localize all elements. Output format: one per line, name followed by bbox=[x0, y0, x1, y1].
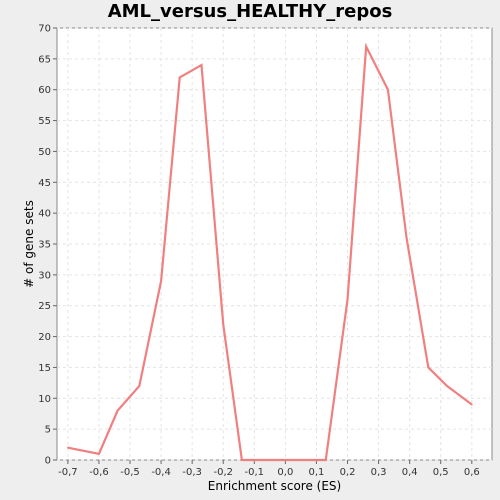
data-point bbox=[240, 459, 243, 461]
y-tick-label: 60 bbox=[38, 85, 51, 96]
y-tick-label: 45 bbox=[38, 178, 51, 189]
data-point bbox=[222, 323, 225, 326]
x-tick-label: -0,3 bbox=[182, 467, 202, 478]
x-tick-label: 0,6 bbox=[464, 467, 480, 478]
series-line bbox=[67, 42, 473, 462]
x-tick-label: -0,1 bbox=[245, 467, 265, 478]
y-tick-label: 10 bbox=[38, 394, 51, 405]
y-tick-label: 40 bbox=[38, 209, 51, 220]
data-point bbox=[387, 88, 389, 91]
y-tick-label: 50 bbox=[38, 147, 51, 158]
data-point bbox=[178, 76, 181, 79]
data-point bbox=[346, 298, 349, 301]
x-tick-label: 0,3 bbox=[371, 467, 387, 478]
y-tick-label: 55 bbox=[38, 116, 51, 127]
data-point bbox=[98, 452, 100, 455]
data-point bbox=[284, 459, 287, 461]
data-point bbox=[200, 64, 203, 66]
y-tick-label: 30 bbox=[38, 270, 51, 281]
x-tick-label: -0,5 bbox=[120, 467, 140, 478]
data-point bbox=[405, 236, 408, 239]
axes: 0 5 10 15 20 25 30 35 40 45 50 55 60 65 70 -0,7 -0,6 -0,5… bbox=[38, 24, 479, 479]
y-tick-label: 20 bbox=[38, 332, 51, 343]
data-point bbox=[116, 409, 119, 412]
data-point bbox=[427, 366, 430, 369]
x-tick-label: -0,7 bbox=[58, 467, 78, 478]
x-tick-label: -0,6 bbox=[89, 467, 109, 478]
x-axis-title: Enrichment score (ES) bbox=[208, 479, 341, 493]
y-tick-label: 70 bbox=[38, 24, 51, 35]
data-point bbox=[324, 459, 327, 461]
x-tick-label: 0,5 bbox=[433, 467, 449, 478]
x-tick-label: 0,2 bbox=[340, 467, 356, 478]
chart-title: AML_versus_HEALTHY_repos bbox=[107, 1, 393, 22]
x-tick-label: 0,0 bbox=[277, 467, 293, 478]
y-axis-title: # of gene sets bbox=[22, 200, 36, 288]
y-tick-label: 65 bbox=[38, 54, 51, 65]
y-tick-label: 0 bbox=[45, 456, 51, 467]
data-point bbox=[138, 385, 141, 387]
data-point bbox=[446, 385, 448, 387]
x-tick-label: 0,1 bbox=[308, 467, 324, 478]
grid-lines bbox=[57, 27, 492, 461]
series-layer bbox=[66, 42, 473, 462]
x-tick-label: -0,4 bbox=[151, 467, 171, 478]
y-tick-label: 25 bbox=[38, 301, 51, 312]
data-point bbox=[365, 45, 368, 48]
data-point bbox=[66, 446, 69, 449]
data-point bbox=[160, 280, 162, 282]
y-tick-label: 5 bbox=[45, 425, 51, 436]
x-tick-label: -0,2 bbox=[213, 467, 233, 478]
y-tick-label: 15 bbox=[38, 363, 51, 374]
x-tick-label: 0,4 bbox=[402, 467, 418, 478]
y-tick-label: 35 bbox=[38, 240, 51, 251]
data-point bbox=[470, 403, 473, 406]
